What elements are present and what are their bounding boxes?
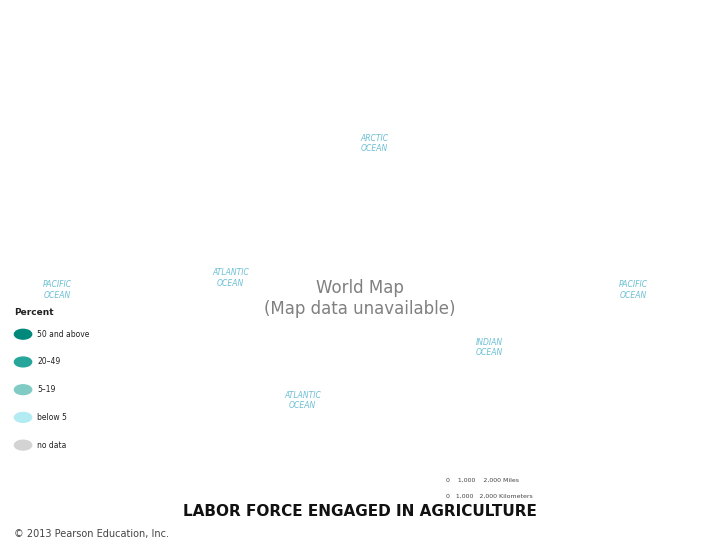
Circle shape <box>14 440 32 450</box>
Text: 10.5 Comparing Subsistence and Commercial: 10.5 Comparing Subsistence and Commercia… <box>14 26 583 46</box>
Text: ATLANTIC
OCEAN: ATLANTIC OCEAN <box>284 390 321 410</box>
Circle shape <box>14 413 32 422</box>
Text: 20–49: 20–49 <box>37 357 60 367</box>
Text: Percent: Percent <box>14 308 54 316</box>
Text: 0   1,000   2,000 Kilometers: 0 1,000 2,000 Kilometers <box>446 494 533 499</box>
Text: 5–19: 5–19 <box>37 385 56 394</box>
Text: below 5: below 5 <box>37 413 67 422</box>
Text: 50 and above: 50 and above <box>37 330 90 339</box>
Text: © 2013 Pearson Education, Inc.: © 2013 Pearson Education, Inc. <box>14 529 169 539</box>
Text: PACIFIC
OCEAN: PACIFIC OCEAN <box>43 280 72 300</box>
Circle shape <box>14 385 32 395</box>
Text: no data: no data <box>37 441 67 450</box>
Text: World Map
(Map data unavailable): World Map (Map data unavailable) <box>264 279 456 318</box>
Circle shape <box>14 357 32 367</box>
Text: LABOR FORCE ENGAGED IN AGRICULTURE: LABOR FORCE ENGAGED IN AGRICULTURE <box>183 504 537 519</box>
Text: ARCTIC
OCEAN: ARCTIC OCEAN <box>360 134 389 153</box>
Text: ATLANTIC
OCEAN: ATLANTIC OCEAN <box>212 268 249 288</box>
Text: PACIFIC
OCEAN: PACIFIC OCEAN <box>619 280 648 300</box>
Text: Agriculture: Agriculture <box>14 73 156 94</box>
Circle shape <box>14 329 32 339</box>
Text: INDIAN
OCEAN: INDIAN OCEAN <box>476 338 503 357</box>
Text: 0    1,000    2,000 Miles: 0 1,000 2,000 Miles <box>446 478 519 483</box>
